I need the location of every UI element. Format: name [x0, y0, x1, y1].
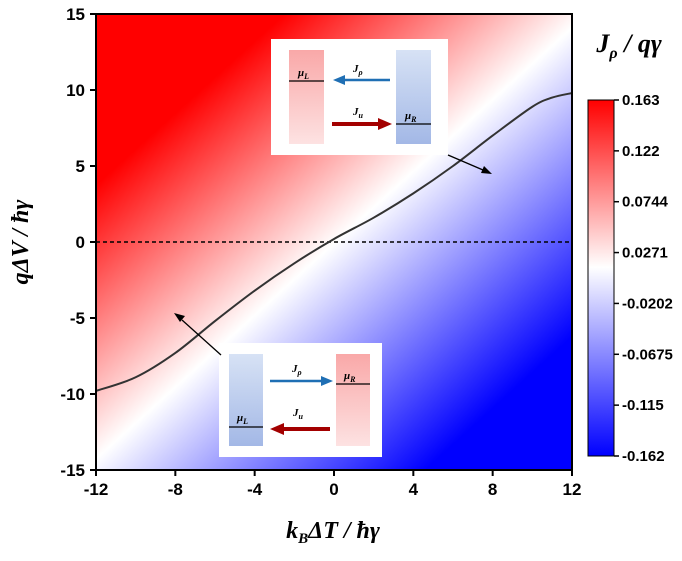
colorbar: Jρ / qγ 0.163 0.122 0.0744 0.0271 -0.0202 -0.… [587, 29, 673, 465]
lower-inset-pointer-arrow [174, 313, 222, 356]
upper-mu-left-label: μL [297, 67, 309, 81]
lower-j-rho-arrow [270, 376, 333, 386]
y-axis-ticks: 15 10 5 0 -5 -10 -15 [60, 5, 96, 480]
y-tick-label: 5 [76, 157, 85, 176]
colorbar-tick-label: -0.162 [622, 448, 665, 465]
colorbar-tick-label: 0.0744 [622, 194, 669, 211]
colorbar-title: Jρ / qγ [595, 29, 661, 62]
upper-j-u-arrow [332, 118, 392, 130]
colorbar-ticks: 0.163 0.122 0.0744 0.0271 -0.0202 -0.0675 -0.1… [614, 92, 673, 465]
colorbar-tick-label: -0.115 [622, 397, 664, 414]
upper-inset: μL μR Jρ Ju [271, 39, 492, 174]
x-tick-label: 8 [488, 480, 497, 499]
lower-right-reservoir [336, 354, 370, 446]
colorbar-gradient-bar [587, 99, 615, 457]
lower-j-rho-label: Jρ [291, 363, 302, 377]
colorbar-tick-label: 0.122 [622, 143, 660, 160]
lower-j-u-arrow [270, 423, 330, 435]
upper-j-u-label: Ju [352, 106, 364, 120]
y-tick-label: 0 [76, 233, 85, 252]
lower-j-u-label: Ju [292, 407, 304, 421]
y-tick-label: -5 [70, 309, 85, 328]
upper-j-rho-label: Jρ [352, 63, 363, 77]
colorbar-tick-label: -0.0202 [622, 295, 673, 312]
x-axis-label: kBΔT / ħγ [286, 518, 380, 547]
x-tick-label: -4 [247, 480, 263, 499]
lower-mu-right-label: μR [343, 370, 356, 384]
x-axis-ticks: -12 -8 -4 0 4 8 12 [84, 470, 582, 499]
colorbar-tick-label: 0.0271 [622, 245, 668, 262]
upper-right-reservoir [396, 50, 431, 144]
colorbar-tick-label: -0.0675 [622, 346, 673, 363]
upper-mu-right-label: μR [404, 110, 417, 124]
lower-inset: μL μR Jρ Ju [174, 313, 382, 457]
x-tick-label: -8 [168, 480, 183, 499]
x-tick-label: 12 [563, 480, 582, 499]
y-tick-label: -15 [60, 461, 85, 480]
y-axis-label: qΔV / ħγ [8, 200, 34, 285]
lower-left-reservoir [229, 354, 263, 446]
zero-current-curve [96, 92, 572, 392]
upper-inset-pointer-arrow [447, 154, 492, 174]
colorbar-tick-label: 0.163 [622, 92, 660, 109]
lower-mu-left-label: μL [236, 412, 248, 426]
x-tick-label: 4 [409, 480, 419, 499]
x-tick-label: 0 [329, 480, 338, 499]
x-tick-label: -12 [84, 480, 109, 499]
upper-left-reservoir [289, 50, 324, 144]
y-tick-label: -10 [60, 385, 85, 404]
upper-j-rho-arrow [333, 75, 390, 85]
y-tick-label: 15 [66, 5, 85, 24]
y-tick-label: 10 [66, 81, 85, 100]
